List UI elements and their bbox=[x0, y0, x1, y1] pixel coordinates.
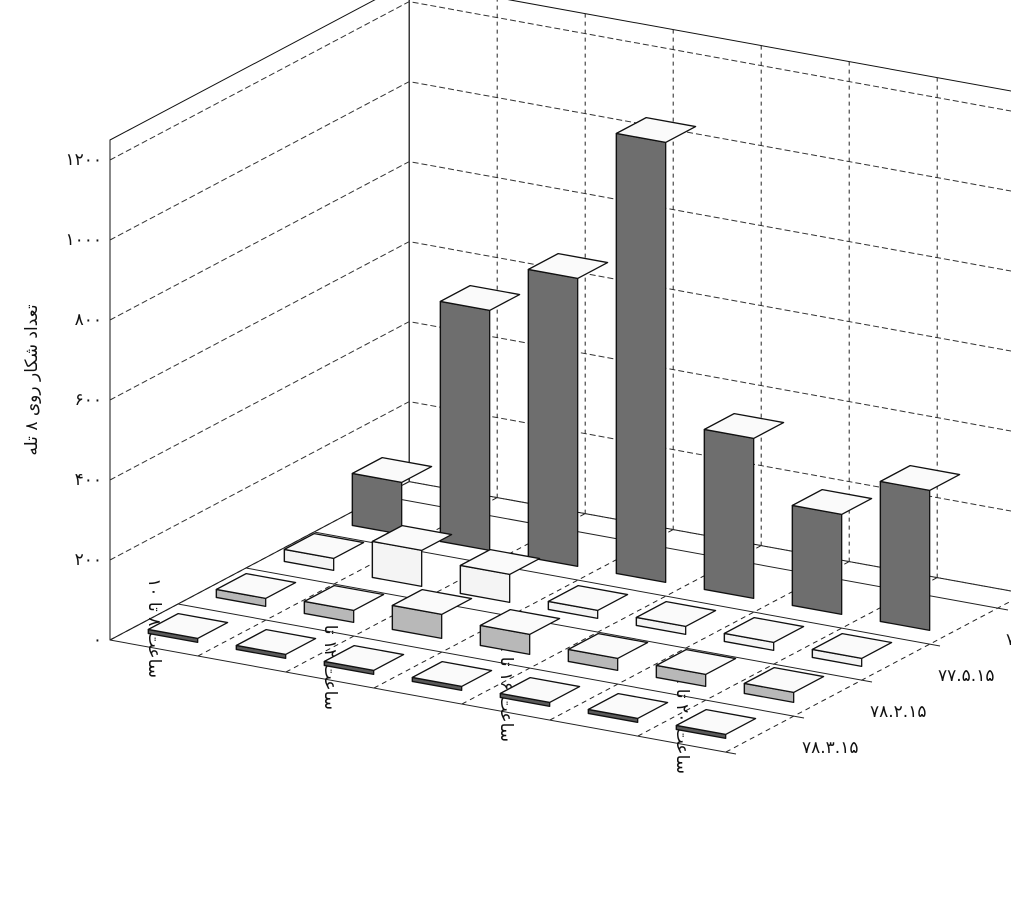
bar-top bbox=[567, 632, 649, 660]
bar bbox=[371, 524, 453, 588]
left-wall bbox=[109, 0, 410, 641]
bar-front bbox=[527, 268, 579, 568]
bar bbox=[283, 532, 365, 572]
bar bbox=[411, 660, 493, 692]
bar-front bbox=[703, 428, 755, 600]
bar-top bbox=[499, 676, 581, 704]
y-tick-label: ۴۰۰ bbox=[75, 470, 102, 490]
bar bbox=[439, 284, 521, 552]
bar bbox=[791, 488, 873, 616]
bar-top bbox=[439, 284, 521, 312]
bar-top bbox=[215, 572, 297, 600]
grid-line bbox=[109, 81, 1011, 241]
bar-top bbox=[879, 464, 961, 492]
series-label: ۷۸.۳.۱۵ bbox=[802, 738, 858, 758]
bar bbox=[743, 666, 825, 704]
bar bbox=[879, 464, 961, 632]
grid-line bbox=[109, 241, 1011, 401]
bar-top bbox=[635, 600, 717, 628]
bar-top bbox=[675, 708, 757, 736]
bar-top bbox=[479, 608, 561, 636]
bar-top bbox=[587, 692, 669, 720]
y-tick-label: ۱۰۰۰ bbox=[65, 230, 102, 250]
grid-line bbox=[109, 401, 1011, 561]
bar-top bbox=[351, 456, 433, 484]
x-tick-label: ساعت ۱۲ تا ۱۴ bbox=[320, 601, 340, 710]
bar-top bbox=[655, 648, 737, 676]
bar bbox=[499, 676, 581, 708]
bar-top bbox=[303, 584, 385, 612]
bar-top bbox=[235, 628, 317, 656]
bar bbox=[567, 632, 649, 672]
bar bbox=[215, 572, 297, 608]
floor-line bbox=[109, 639, 737, 755]
bar-top bbox=[547, 584, 629, 612]
bar-front bbox=[439, 300, 491, 552]
bar-front bbox=[879, 480, 931, 632]
bar bbox=[547, 584, 629, 620]
bar bbox=[723, 616, 805, 652]
bar bbox=[675, 708, 757, 740]
series-label: ۷۷.۶.۱۵ bbox=[1006, 630, 1011, 650]
y-tick-label: ۰ bbox=[93, 630, 102, 650]
bar bbox=[703, 412, 785, 600]
series-label: ۷۸.۲.۱۵ bbox=[870, 702, 926, 722]
bar-top bbox=[147, 612, 229, 640]
grid-line bbox=[109, 321, 1011, 481]
bar-top bbox=[391, 588, 473, 616]
bar-front bbox=[791, 504, 843, 616]
floor-line bbox=[177, 603, 805, 719]
bar bbox=[391, 588, 473, 640]
bar bbox=[635, 600, 717, 636]
bar-top bbox=[323, 644, 405, 672]
bar-top bbox=[371, 524, 453, 552]
bar bbox=[235, 628, 317, 660]
x-tick-label: ساعت ۱۶ تا ۱۸ bbox=[496, 633, 516, 742]
bar bbox=[527, 252, 609, 568]
bar-top bbox=[811, 632, 893, 660]
bar-top bbox=[283, 532, 365, 560]
bar bbox=[323, 644, 405, 676]
bar-top bbox=[411, 660, 493, 688]
bar-front bbox=[351, 472, 403, 536]
y-tick-label: ۲۰۰ bbox=[75, 550, 102, 570]
bar bbox=[303, 584, 385, 624]
bar-front bbox=[615, 132, 667, 584]
bar-top bbox=[791, 488, 873, 516]
bar bbox=[811, 632, 893, 668]
floor-divider bbox=[725, 600, 1011, 753]
bar bbox=[615, 116, 697, 584]
bar-top bbox=[723, 616, 805, 644]
bar bbox=[587, 692, 669, 724]
y-tick-label: ۶۰۰ bbox=[75, 390, 102, 410]
bar-top bbox=[615, 116, 697, 144]
grid-line bbox=[109, 161, 1011, 321]
grid-line bbox=[109, 1, 1011, 161]
bar-top bbox=[459, 548, 541, 576]
floor-line bbox=[245, 567, 873, 683]
y-tick-label: ۸۰۰ bbox=[75, 310, 102, 330]
series-label: ۷۷.۵.۱۵ bbox=[938, 666, 994, 686]
y-tick-label: ۱۲۰۰ bbox=[65, 150, 102, 170]
y-axis-title: تعداد شکار روی ۸ تله bbox=[22, 304, 42, 455]
bar bbox=[351, 456, 433, 536]
bar-top bbox=[743, 666, 825, 694]
bar bbox=[655, 648, 737, 688]
bar bbox=[147, 612, 229, 644]
bar-top bbox=[703, 412, 785, 440]
bar bbox=[459, 548, 541, 604]
bar bbox=[479, 608, 561, 656]
bar-top bbox=[527, 252, 609, 280]
